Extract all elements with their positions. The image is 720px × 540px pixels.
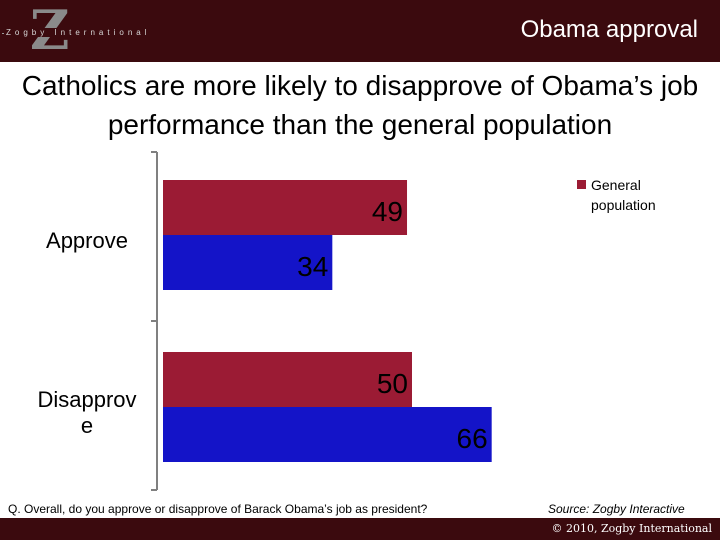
logo-text: Zogby International [4, 28, 153, 37]
question-footnote: Q. Overall, do you approve or disapprove… [8, 502, 428, 516]
category-label: Disapprov e [37, 387, 136, 438]
bar-series-1 [163, 180, 408, 235]
data-label: 50 [377, 368, 408, 399]
header-bar: Z Zogby International Obama approval [0, 0, 720, 62]
data-label: 66 [457, 423, 488, 454]
bar-series-2 [163, 407, 492, 462]
legend-label-general-population: General population [591, 177, 656, 213]
copyright: © 2010, Zogby International [551, 522, 712, 535]
legend-swatch-general-population [577, 180, 586, 189]
slide-label: Obama approval [520, 16, 698, 43]
bar-series-1 [163, 352, 412, 407]
data-label: 34 [297, 251, 328, 282]
source-note: Source: Zogby Interactive [548, 502, 685, 516]
footer-bar [0, 518, 720, 540]
bar-series-2 [163, 235, 333, 290]
data-label: 49 [372, 196, 403, 227]
category-label: Approve [46, 228, 128, 253]
chart-title: Catholics are more likely to disapprove … [21, 70, 699, 140]
